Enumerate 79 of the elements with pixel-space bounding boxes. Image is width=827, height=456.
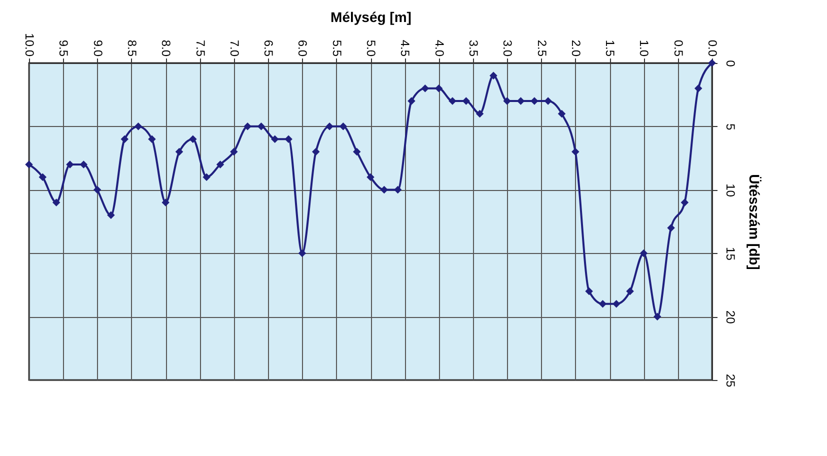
point [216, 160, 224, 168]
point [202, 173, 210, 181]
x-tick-label: 4.0 [432, 40, 446, 57]
point [66, 160, 74, 168]
point [298, 249, 306, 258]
point [93, 186, 102, 194]
point [653, 312, 662, 320]
point [476, 110, 484, 118]
x-tick-label: 10.0 [22, 33, 36, 57]
point [80, 160, 88, 168]
point [667, 224, 675, 232]
point [352, 148, 361, 156]
x-tick-label: 9.0 [90, 40, 105, 57]
point [572, 148, 580, 156]
point [134, 122, 142, 130]
x-tick-label: 2.5 [534, 40, 549, 57]
y-tick-label: 5 [724, 124, 738, 131]
x-tick-label: 3.5 [466, 40, 480, 57]
x-tick-label: 5.0 [364, 40, 378, 57]
point [680, 198, 689, 206]
x-tick-label: 7.0 [227, 40, 242, 57]
x-tick-label: 6.5 [262, 40, 276, 57]
point [408, 97, 416, 105]
point [462, 97, 470, 105]
x-tick-label: 1.0 [637, 40, 652, 57]
point [312, 148, 320, 156]
point [544, 97, 552, 105]
point [516, 97, 525, 105]
x-tick-label: 6.0 [296, 40, 310, 57]
point [284, 135, 292, 143]
x-tick-label: 3.0 [500, 40, 515, 57]
point [52, 198, 60, 206]
point [25, 160, 33, 168]
point [640, 249, 648, 258]
x-tick-label: 8.0 [159, 40, 174, 57]
point [326, 122, 334, 130]
point [585, 287, 593, 296]
x-tick-label: 2.0 [568, 40, 583, 57]
x-tick-label: 4.5 [398, 40, 412, 57]
point [148, 135, 156, 143]
y-tick-label: 15 [724, 247, 738, 261]
point [530, 97, 538, 105]
point [490, 72, 498, 80]
x-axis-title: Mélység [m] [330, 9, 412, 26]
point [175, 148, 184, 156]
y-tick-label: 0 [724, 60, 738, 68]
point [612, 300, 620, 308]
point [626, 287, 634, 296]
point [38, 173, 47, 181]
point [162, 198, 170, 206]
point [257, 122, 266, 130]
x-tick-label: 0.0 [706, 40, 720, 57]
point [339, 122, 348, 130]
y-tick-label: 20 [724, 310, 738, 324]
point [107, 211, 115, 220]
x-tick-label: 1.5 [603, 40, 618, 57]
point [120, 135, 128, 143]
point [230, 148, 238, 156]
point [448, 97, 456, 105]
point [434, 84, 443, 92]
point [598, 300, 607, 308]
y-tick-label: 10 [724, 184, 738, 198]
point [421, 84, 430, 92]
x-tick-label: 8.5 [124, 40, 139, 57]
y-tick-label: 25 [724, 374, 738, 388]
x-tick-label: 7.5 [193, 40, 208, 57]
point [394, 186, 402, 194]
x-tick-label: 9.5 [56, 40, 71, 57]
point [694, 84, 702, 92]
point [558, 110, 566, 118]
y-axis-title: Ütésszám [db] [746, 174, 762, 270]
point [380, 186, 388, 194]
x-tick-label: 5.5 [330, 40, 344, 57]
point [189, 135, 197, 143]
point [366, 173, 374, 181]
point [244, 122, 252, 130]
x-tick-label: 0.5 [671, 40, 686, 57]
point [503, 97, 511, 105]
point [271, 135, 279, 143]
